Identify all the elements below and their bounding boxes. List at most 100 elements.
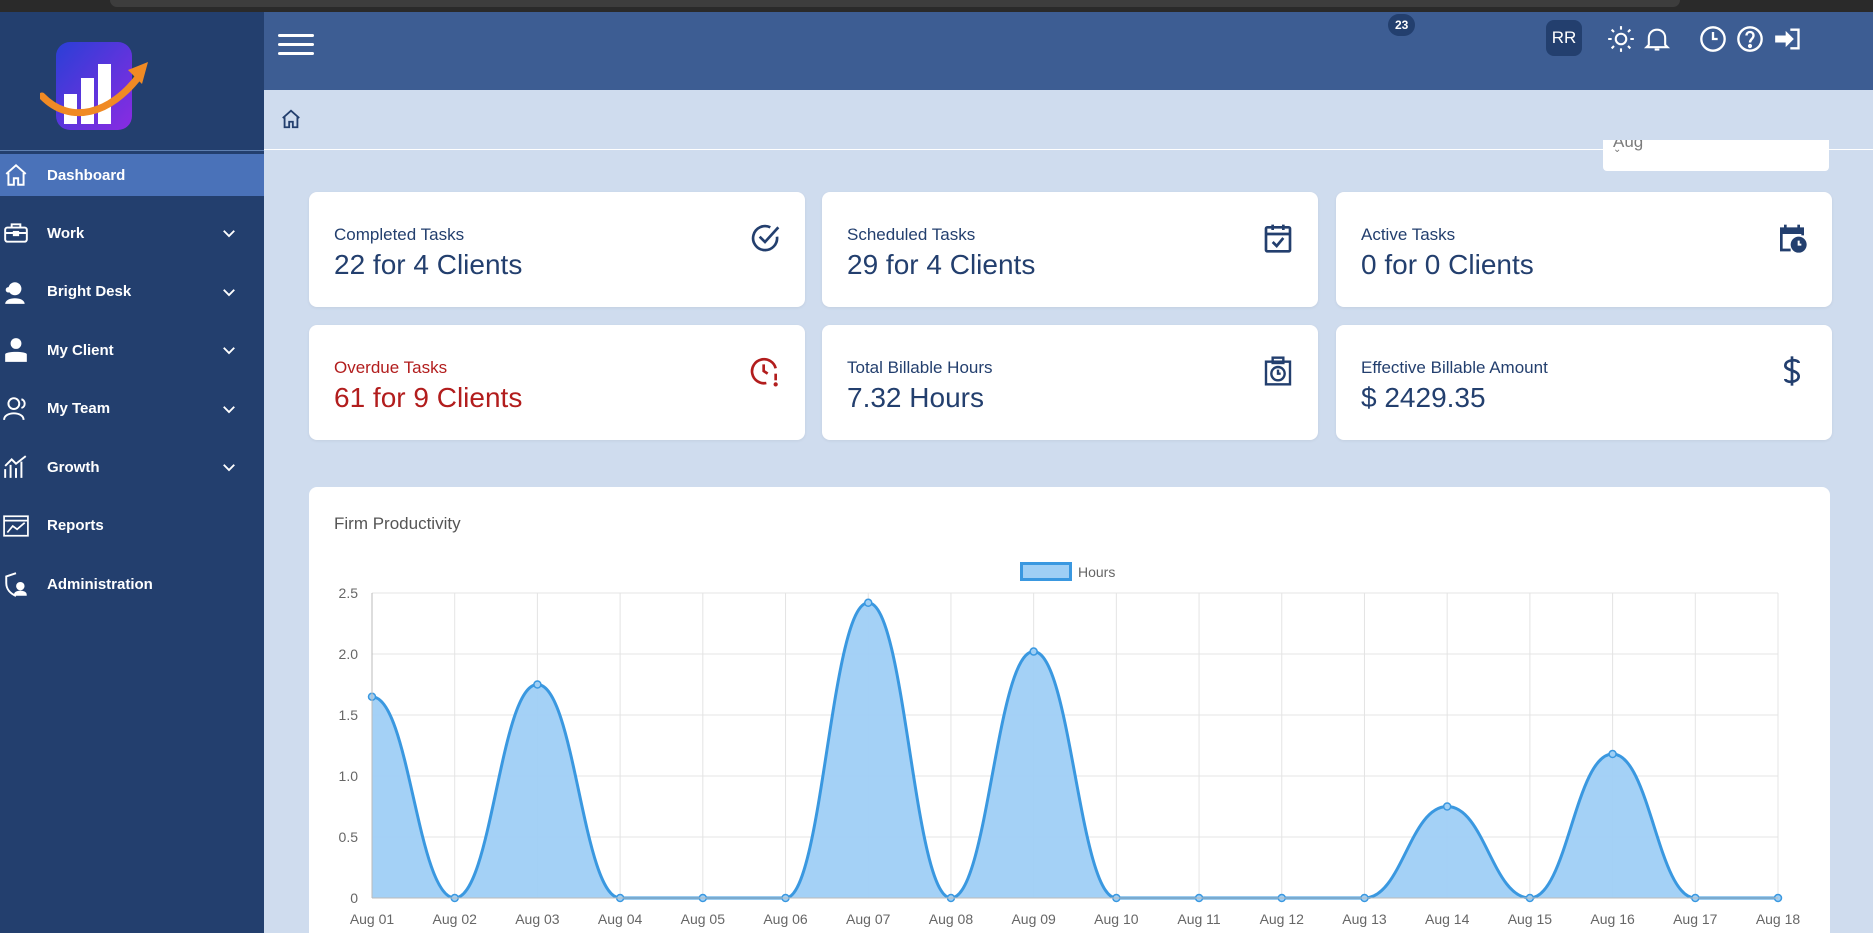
area-chart: 0 0.5 1.0 1.5 2.0 2.5 Aug 01 Aug 02 Aug 03 Aug 04… [339,585,1801,927]
scheduled-tasks-card[interactable]: Scheduled Tasks 29 for 4 Clients [822,192,1318,307]
check-circle-icon [749,222,781,254]
month-select-value: Aug [1613,140,1644,151]
total-billable-hours-card[interactable]: Total Billable Hours 7.32 Hours [822,325,1318,440]
calendar-clock-icon [1776,222,1808,254]
card-value: 22 for 4 Clients [334,249,523,280]
sidebar-item-label: My Team [47,400,111,418]
chevron-down-icon: ⌄ [1613,144,1622,155]
y-tick-label: 1.0 [339,768,359,784]
card-value: 61 for 9 Clients [334,382,523,413]
sidebar-item-administration[interactable]: Administration [0,555,264,614]
sidebar-item-reports[interactable]: Reports [0,497,264,556]
sidebar-item-my-client[interactable]: My Client [0,321,264,380]
completed-tasks-card[interactable]: Completed Tasks 22 for 4 Clients [309,192,805,307]
chevron-down-icon [220,341,238,359]
sidebar-item-label: Dashboard [47,166,126,184]
sidebar-item-label: Work [47,224,85,242]
x-tick-label: Aug 13 [1342,911,1387,927]
sign-in-icon[interactable] [1773,25,1801,53]
card-label: Overdue Tasks [334,358,448,377]
sidebar-nav: Dashboard Work Bright Desk My Client [0,154,264,614]
x-tick-label: Aug 12 [1260,911,1305,927]
timer-box-icon [1262,355,1294,387]
overdue-tasks-card[interactable]: Overdue Tasks 61 for 9 Clients [309,325,805,440]
card-value: 29 for 4 Clients [847,249,1036,280]
month-select[interactable]: Aug ⌄ [1603,140,1829,171]
legend-swatch [1020,562,1072,581]
y-tick-label: 1.5 [339,707,359,723]
breadcrumb-home-icon[interactable] [280,108,302,130]
x-tick-label: Aug 01 [350,911,395,927]
user-avatar[interactable]: RR [1546,20,1582,56]
x-tick-label: Aug 04 [598,911,643,927]
card-value: 7.32 Hours [847,382,984,413]
sidebar-item-bright-desk[interactable]: Bright Desk [0,263,264,322]
sidebar-item-label: Administration [47,575,153,593]
sidebar-divider [0,150,264,151]
home-icon [2,161,30,189]
x-tick-label: Aug 06 [763,911,808,927]
growth-chart-icon [2,453,30,481]
x-tick-label: Aug 14 [1425,911,1470,927]
briefcase-icon [2,219,30,247]
card-label: Total Billable Hours [847,358,993,377]
active-tasks-card[interactable]: Active Tasks 0 for 0 Clients [1336,192,1832,307]
sidebar: Dashboard Work Bright Desk My Client [0,12,264,933]
dollar-icon [1776,355,1808,387]
browser-tab-bar [110,0,1680,7]
sidebar-item-my-team[interactable]: My Team [0,380,264,439]
x-tick-label: Aug 09 [1011,911,1056,927]
x-tick-label: Aug 05 [681,911,726,927]
clock-alert-icon [749,355,781,387]
data-point [1029,647,1038,656]
x-tick-label: Aug 16 [1590,911,1635,927]
app-logo[interactable] [38,30,160,140]
chevron-down-icon [220,458,238,476]
notification-count-badge: 23 [1388,14,1416,36]
history-clock-icon[interactable] [1699,25,1727,53]
top-header [264,12,1873,90]
firm-productivity-card: Firm Productivity Hours 0 0.5 1.0 1.5 2.0 2.5… [309,487,1830,933]
x-tick-label: Aug 15 [1508,911,1553,927]
admin-icon [2,570,30,598]
legend-label: Hours [1078,563,1116,580]
card-value: 0 for 0 Clients [1361,249,1534,280]
client-icon [2,336,30,364]
x-tick-label: Aug 10 [1094,911,1139,927]
x-tick-label: Aug 18 [1756,911,1801,927]
report-icon [2,512,30,540]
y-tick-label: 2.0 [339,646,359,662]
x-tick-label: Aug 08 [929,911,974,927]
card-label: Scheduled Tasks [847,225,976,244]
data-point [863,598,873,608]
card-label: Effective Billable Amount [1361,358,1548,377]
y-tick-label: 0.5 [339,829,359,845]
sidebar-item-growth[interactable]: Growth [0,438,264,497]
theme-toggle-icon[interactable] [1607,25,1635,53]
menu-toggle-icon[interactable] [278,34,314,66]
chevron-down-icon [220,224,238,242]
y-tick-label: 2.5 [339,585,359,601]
data-point [1608,749,1617,759]
team-icon [2,395,30,423]
effective-billable-amount-card[interactable]: Effective Billable Amount $ 2429.35 [1336,325,1832,440]
sidebar-item-dashboard[interactable]: Dashboard [0,154,264,196]
chart-legend[interactable]: Hours [1020,562,1115,581]
data-point [533,680,542,689]
sidebar-item-label: Growth [47,458,100,476]
card-value: $ 2429.35 [1361,382,1486,413]
chevron-down-icon [220,283,238,301]
y-tick-label: 0 [350,890,358,906]
calendar-check-icon [1262,222,1294,254]
bell-icon[interactable] [1643,25,1671,53]
browser-strip [0,0,1873,12]
x-tick-label: Aug 17 [1673,911,1718,927]
x-tick-label: Aug 11 [1177,911,1221,927]
card-label: Active Tasks [1361,225,1456,244]
sidebar-item-work[interactable]: Work [0,204,264,263]
series-area-hours [372,602,1778,898]
help-icon[interactable] [1736,25,1764,53]
sidebar-item-label: Reports [47,517,104,535]
chart-title: Firm Productivity [334,514,461,533]
support-agent-icon [2,278,30,306]
